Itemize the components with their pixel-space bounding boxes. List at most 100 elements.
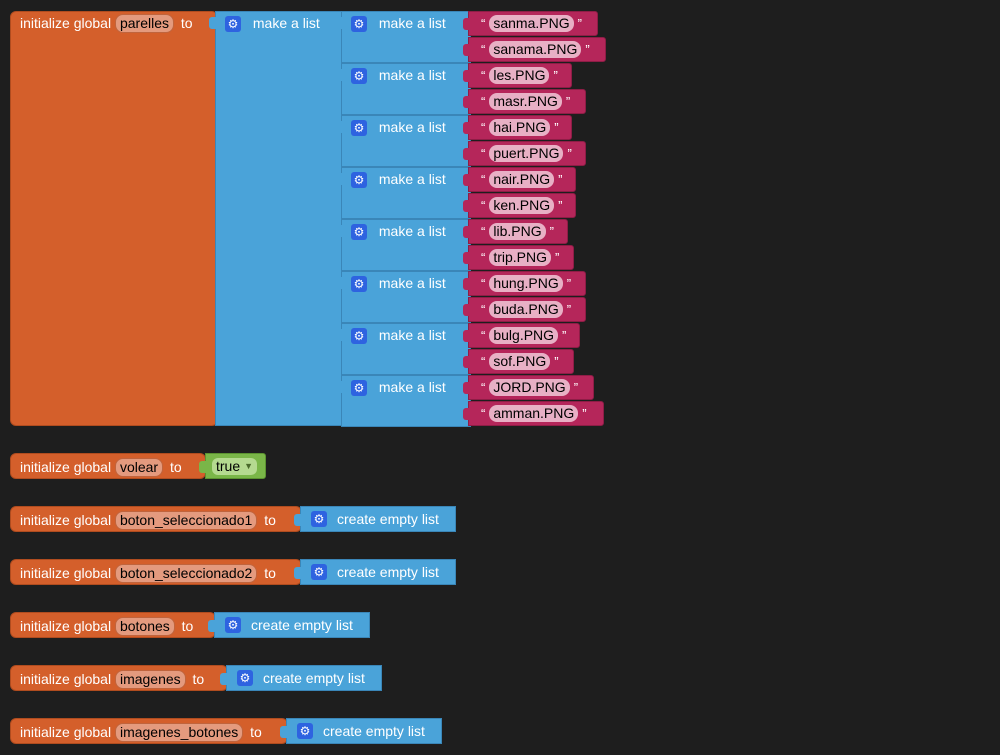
- text-block[interactable]: “ hung.PNG ”: [463, 271, 586, 296]
- text-block[interactable]: “ nair.PNG ”: [463, 167, 576, 192]
- make-a-list-label: make a list: [378, 223, 446, 239]
- text-field[interactable]: amman.PNG: [489, 405, 579, 422]
- gear-icon[interactable]: ⚙: [351, 224, 367, 241]
- init-label: initialize global: [20, 724, 112, 740]
- make-a-list-block[interactable]: ⚙ make a list: [335, 219, 471, 271]
- make-a-list-block[interactable]: ⚙ make a list: [335, 271, 471, 323]
- text-block[interactable]: “ les.PNG ”: [463, 63, 572, 88]
- text-field[interactable]: bulg.PNG: [489, 327, 559, 344]
- text-field[interactable]: sanama.PNG: [489, 41, 582, 58]
- gear-icon[interactable]: ⚙: [311, 511, 327, 527]
- variable-name-field[interactable]: boton_seleccionado2: [114, 564, 258, 583]
- boolean-dropdown[interactable]: true ▼: [212, 457, 258, 475]
- open-quote: “: [481, 16, 486, 31]
- gear-icon[interactable]: ⚙: [351, 16, 367, 33]
- variable-name-field[interactable]: volear: [114, 458, 164, 477]
- variable-name-field[interactable]: boton_seleccionado1: [114, 511, 258, 530]
- init-label: initialize global: [20, 15, 112, 31]
- text-block[interactable]: “ lib.PNG ”: [463, 219, 568, 244]
- text-field[interactable]: sof.PNG: [489, 353, 551, 370]
- text-block[interactable]: “ JORD.PNG ”: [463, 375, 594, 400]
- open-quote: “: [481, 302, 486, 317]
- gear-icon[interactable]: ⚙: [351, 172, 367, 189]
- close-quote: ”: [573, 380, 579, 395]
- variable-name-field[interactable]: botones: [114, 617, 175, 636]
- close-quote: ”: [549, 224, 554, 239]
- text-field[interactable]: sanma.PNG: [489, 15, 574, 32]
- open-quote: “: [481, 224, 486, 239]
- gear-icon[interactable]: ⚙: [351, 380, 367, 397]
- text-field[interactable]: lib.PNG: [489, 223, 546, 240]
- init-global-block[interactable]: initialize global boton_seleccionado2 to: [10, 559, 302, 585]
- make-a-list-block[interactable]: ⚙ make a list: [335, 115, 471, 167]
- close-quote: ”: [565, 94, 571, 109]
- text-block[interactable]: “ sanama.PNG ”: [463, 37, 606, 62]
- text-block[interactable]: “ trip.PNG ”: [463, 245, 574, 270]
- text-field[interactable]: buda.PNG: [489, 301, 563, 318]
- init-global-block[interactable]: initialize global imagenes to: [10, 665, 228, 691]
- text-block[interactable]: “ puert.PNG ”: [463, 141, 586, 166]
- text-field[interactable]: JORD.PNG: [489, 379, 570, 396]
- init-global-block[interactable]: initialize global boton_seleccionado1 to: [10, 506, 302, 532]
- init-label: initialize global: [20, 565, 112, 581]
- text-block[interactable]: “ sof.PNG ”: [463, 349, 574, 374]
- make-a-list-block-outer[interactable]: ⚙ make a list: [209, 11, 343, 426]
- make-a-list-block[interactable]: ⚙ make a list: [335, 375, 471, 427]
- text-field[interactable]: ken.PNG: [489, 197, 555, 214]
- text-field[interactable]: hai.PNG: [489, 119, 551, 136]
- gear-icon[interactable]: ⚙: [225, 617, 241, 633]
- text-field[interactable]: masr.PNG: [489, 93, 562, 110]
- create-empty-list-label: create empty list: [251, 617, 353, 633]
- text-block[interactable]: “ amman.PNG ”: [463, 401, 604, 426]
- gear-icon[interactable]: ⚙: [297, 723, 313, 739]
- open-quote: “: [481, 328, 486, 343]
- gear-icon[interactable]: ⚙: [311, 564, 327, 580]
- to-label: to: [180, 15, 193, 31]
- init-label: initialize global: [20, 459, 112, 475]
- text-field[interactable]: trip.PNG: [489, 249, 552, 266]
- text-field[interactable]: nair.PNG: [489, 171, 555, 188]
- create-empty-list-block[interactable]: ⚙ create empty list: [220, 665, 382, 691]
- gear-icon[interactable]: ⚙: [237, 670, 253, 686]
- create-empty-list-block[interactable]: ⚙ create empty list: [208, 612, 370, 638]
- create-empty-list-block[interactable]: ⚙ create empty list: [294, 559, 456, 585]
- create-empty-list-label: create empty list: [337, 564, 439, 580]
- variable-name-field[interactable]: imagenes: [114, 670, 186, 689]
- make-a-list-block[interactable]: ⚙ make a list: [335, 11, 471, 63]
- create-empty-list-block[interactable]: ⚙ create empty list: [294, 506, 456, 532]
- text-block[interactable]: “ ken.PNG ”: [463, 193, 576, 218]
- gear-icon[interactable]: ⚙: [351, 68, 367, 85]
- make-a-list-block[interactable]: ⚙ make a list: [335, 323, 471, 375]
- init-global-block[interactable]: initialize global botones to: [10, 612, 216, 638]
- text-block[interactable]: “ hai.PNG ”: [463, 115, 572, 140]
- close-quote: ”: [582, 406, 587, 421]
- close-quote: ”: [553, 68, 558, 83]
- to-label: to: [264, 512, 276, 528]
- text-field[interactable]: puert.PNG: [489, 145, 564, 162]
- text-block[interactable]: “ sanma.PNG ”: [463, 11, 598, 36]
- true-block[interactable]: true ▼: [199, 453, 266, 479]
- init-global-volear-block[interactable]: initialize global volear to: [10, 453, 206, 479]
- text-block[interactable]: “ buda.PNG ”: [463, 297, 586, 322]
- make-a-list-block[interactable]: ⚙ make a list: [335, 167, 471, 219]
- open-quote: “: [481, 120, 486, 135]
- open-quote: “: [481, 172, 486, 187]
- variable-name-field[interactable]: imagenes_botones: [114, 723, 244, 742]
- text-block[interactable]: “ masr.PNG ”: [463, 89, 586, 114]
- variable-name-field[interactable]: parelles: [114, 14, 174, 33]
- text-field[interactable]: hung.PNG: [489, 275, 563, 292]
- init-global-block[interactable]: initialize global imagenes_botones to: [10, 718, 288, 744]
- gear-icon[interactable]: ⚙: [351, 120, 367, 137]
- close-quote: ”: [554, 120, 559, 135]
- gear-icon[interactable]: ⚙: [225, 16, 241, 33]
- close-quote: ”: [567, 146, 572, 161]
- text-field[interactable]: les.PNG: [489, 67, 550, 84]
- text-block[interactable]: “ bulg.PNG ”: [463, 323, 580, 348]
- make-a-list-block[interactable]: ⚙ make a list: [335, 63, 471, 115]
- gear-icon[interactable]: ⚙: [351, 276, 367, 293]
- init-global-parelles-block[interactable]: initialize global parelles to: [10, 11, 218, 426]
- gear-icon[interactable]: ⚙: [351, 328, 367, 345]
- open-quote: “: [481, 406, 486, 421]
- open-quote: “: [481, 94, 486, 109]
- create-empty-list-block[interactable]: ⚙ create empty list: [280, 718, 442, 744]
